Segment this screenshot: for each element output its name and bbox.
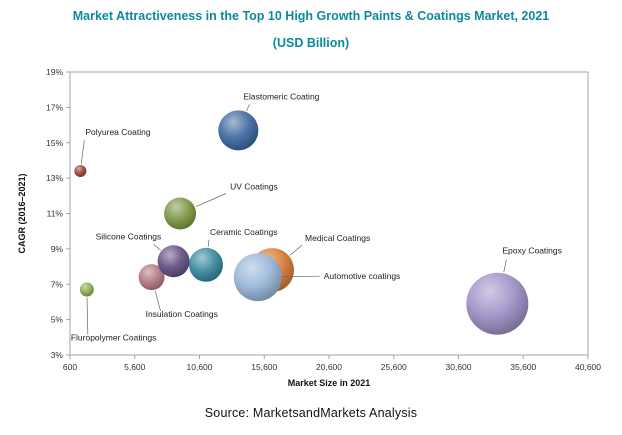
source-note: Source: MarketsandMarkets Analysis	[204, 406, 418, 420]
bubble-insulation-coatings	[138, 264, 165, 291]
bubble-label-epoxy-coatings: Epoxy Coatings	[502, 246, 562, 256]
y-tick-label: 19%	[46, 67, 63, 77]
leader-line-automotive-coatings	[282, 275, 320, 278]
leader-line-elastomeric-coating	[246, 104, 250, 112]
page-title: Market Attractiveness in the Top 10 High…	[72, 9, 550, 23]
leader-line-ceramic-coatings	[207, 239, 210, 247]
leader-line-polyurea-coating	[80, 140, 85, 165]
y-axis-title: CAGR (2016–2021)	[17, 173, 27, 253]
bubble-uv-coatings	[164, 197, 197, 230]
bubble-label-automotive-coatings: Automotive coatings	[324, 271, 401, 281]
bubble-label-polyurea-coating: Polyurea Coating	[85, 127, 150, 137]
x-tick-label: 20,600	[316, 362, 342, 372]
bubble-ceramic-coatings	[188, 247, 223, 282]
y-tick-label: 11%	[47, 209, 64, 219]
y-tick-label: 3%	[51, 350, 64, 360]
leader-line-medical-coatings	[289, 244, 303, 256]
bubble-elastomeric-coating	[218, 110, 259, 151]
y-tick-label: 9%	[51, 244, 64, 254]
leader-line-silicone-coatings	[153, 243, 161, 251]
bubble-label-medical-coatings: Medical Coatings	[305, 233, 370, 243]
bubble-epoxy-coatings	[466, 272, 529, 335]
bubble-label-fluropolymer-coatings: Fluropolymer Coatings	[71, 333, 157, 343]
bubble-label-insulation-coatings: Insulation Coatings	[146, 309, 218, 319]
x-tick-label: 40,600	[575, 362, 601, 372]
x-tick-label: 30,600	[446, 362, 472, 372]
bubble-polyurea-coating	[74, 165, 87, 178]
x-axis-title: Market Size in 2021	[288, 378, 371, 388]
y-tick-label: 5%	[51, 315, 64, 325]
bubble-fluropolymer-coatings	[79, 282, 94, 297]
y-tick-label: 7%	[51, 279, 64, 289]
x-tick-label: 35,600	[510, 362, 536, 372]
x-tick-label: 15,600	[251, 362, 277, 372]
x-tick-label: 600	[63, 362, 77, 372]
y-tick-label: 17%	[46, 102, 63, 112]
x-tick-label: 25,600	[381, 362, 407, 372]
bubble-silicone-coatings	[157, 245, 190, 278]
bubble-automotive-coatings	[233, 253, 282, 302]
page-subtitle: (USD Billion)	[272, 36, 350, 50]
bubble-label-uv-coatings: UV Coatings	[230, 182, 278, 192]
bubble-label-silicone-coatings: Silicone Coatings	[96, 231, 162, 241]
leader-line-fluropolymer-coatings	[86, 297, 89, 335]
bubble-label-elastomeric-coating: Elastomeric Coating	[243, 91, 319, 101]
chart-title-block: Market Attractiveness in the Top 10 High…	[0, 9, 622, 51]
bubble-chart: 600 5,600 10,600 15,600 20,600 25,600 30,600 35…	[17, 67, 601, 388]
y-tick-label: 13%	[46, 173, 63, 183]
bubble-label-ceramic-coatings: Ceramic Coatings	[210, 227, 278, 237]
leader-line-uv-coatings	[195, 193, 227, 208]
leader-line-epoxy-coatings	[503, 259, 507, 273]
x-tick-label: 10,600	[187, 362, 213, 372]
leader-line-insulation-coatings	[154, 290, 161, 312]
y-tick-label: 15%	[46, 138, 63, 148]
x-tick-label: 5,600	[124, 362, 146, 372]
